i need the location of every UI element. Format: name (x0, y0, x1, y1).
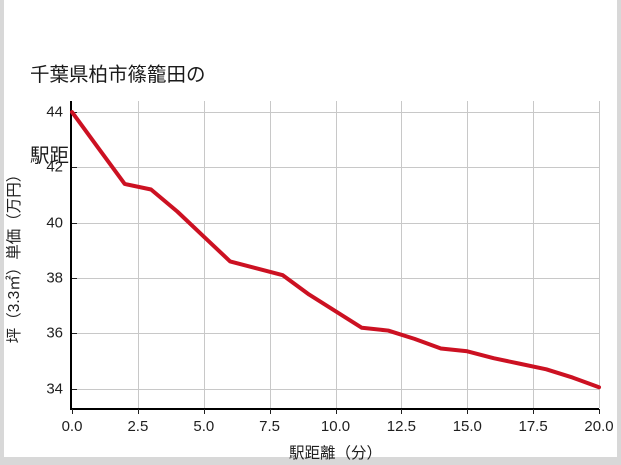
y-tick-mark (72, 222, 77, 224)
x-tick-label: 10.0 (320, 418, 351, 435)
y-tick-mark (72, 333, 77, 335)
y-axis-label: 坪（3.3㎡）単価（万円） (6, 166, 23, 343)
x-tick-mark (599, 409, 600, 414)
x-tick-mark (137, 409, 139, 414)
gridline-vertical (137, 101, 139, 408)
y-tick-mark (72, 278, 77, 279)
y-tick-label: 44 (46, 103, 63, 121)
x-tick-mark (401, 409, 403, 414)
x-axis-label: 駅距離（分） (288, 445, 383, 462)
y-tick-label: 38 (46, 269, 63, 287)
x-tick-label: 15.0 (452, 418, 482, 435)
chart-title-line-1: 千葉県柏市篠籠田の (30, 64, 206, 86)
x-tick-mark (533, 409, 535, 414)
x-tick-mark (467, 409, 469, 414)
gridline-vertical (401, 101, 403, 408)
y-tick-mark (72, 388, 77, 390)
land-price-line (70, 110, 601, 390)
data-series-line (70, 110, 601, 390)
x-tick-mark (203, 409, 205, 414)
y-tick-label: 36 (46, 324, 63, 342)
gridline-vertical (467, 101, 469, 408)
x-tick-label: 17.5 (518, 418, 548, 435)
x-tick-label: 7.5 (259, 418, 281, 435)
x-tick-mark (335, 409, 337, 414)
x-tick-label: 12.5 (386, 418, 416, 435)
y-tick-label: 34 (46, 380, 63, 398)
x-tick-mark (269, 409, 271, 414)
gridline-vertical (599, 101, 600, 408)
y-tick-mark (72, 167, 77, 169)
x-tick-label: 5.0 (193, 418, 215, 435)
x-tick-mark (72, 409, 73, 414)
x-tick-label: 2.5 (127, 418, 149, 435)
gridline-vertical (269, 101, 271, 408)
y-tick-label: 42 (46, 158, 63, 176)
y-tick-label: 40 (46, 214, 63, 232)
x-tick-label: 0.0 (61, 418, 83, 435)
gridline-vertical (203, 101, 205, 408)
gridline-vertical (335, 101, 337, 408)
x-tick-label: 20.0 (584, 418, 614, 435)
gridline-vertical (533, 101, 535, 408)
plot-area: 34 36 38 40 42 44 0.0 2.5 5.0 7.5 10.0 12.5 15.0 17.… (6, 101, 614, 462)
